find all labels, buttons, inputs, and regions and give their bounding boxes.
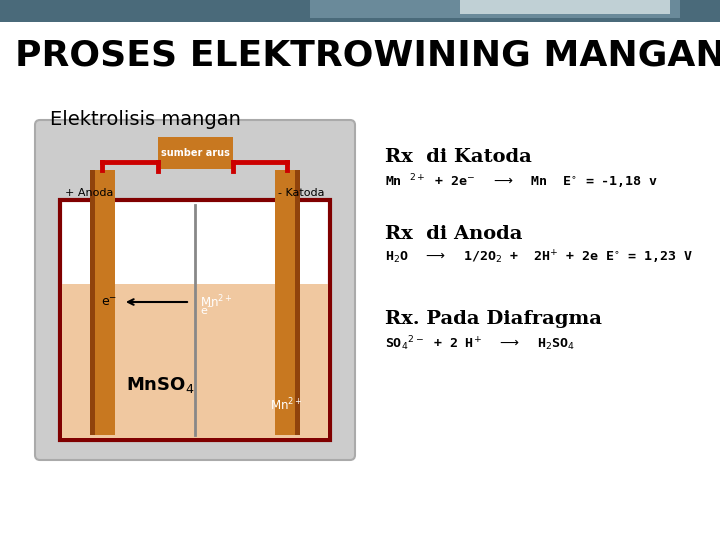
Bar xyxy=(460,0,670,14)
Text: Mn $^{2+}$ + 2e$^{-}$  $\longrightarrow$  Mn  E$^{\circ}$ = -1,18 v: Mn $^{2+}$ + 2e$^{-}$ $\longrightarrow$ … xyxy=(385,172,658,191)
Text: e$^{-}$: e$^{-}$ xyxy=(200,306,215,317)
Text: SO$_{4}$$^{2-}$ + 2 H$^{+}$  $\longrightarrow$  H$_{2}$SO$_{4}$: SO$_{4}$$^{2-}$ + 2 H$^{+}$ $\longrighta… xyxy=(385,334,575,353)
Text: PROSES ELEKTROWINING MANGAN: PROSES ELEKTROWINING MANGAN xyxy=(15,38,720,72)
Text: Rx  di Anoda: Rx di Anoda xyxy=(385,225,523,243)
Text: Elektrolisis mangan: Elektrolisis mangan xyxy=(50,110,241,129)
Text: e$^{-}$: e$^{-}$ xyxy=(101,295,117,308)
Text: - Katoda: - Katoda xyxy=(279,188,325,198)
FancyBboxPatch shape xyxy=(35,120,355,460)
Bar xyxy=(158,137,233,169)
Text: + Anoda: + Anoda xyxy=(65,188,113,198)
Text: Mn$^{2+}$: Mn$^{2+}$ xyxy=(200,294,233,310)
Text: Rx. Pada Diafragma: Rx. Pada Diafragma xyxy=(385,310,602,328)
Bar xyxy=(275,170,300,435)
Bar xyxy=(60,200,330,440)
Bar xyxy=(295,170,300,435)
Text: H$_{2}$O  $\longrightarrow$  1/2O$_{2}$ +  2H$^{+}$ + 2e E$^{\circ}$ = 1,23 V: H$_{2}$O $\longrightarrow$ 1/2O$_{2}$ + … xyxy=(385,249,693,266)
Bar xyxy=(90,170,95,435)
Bar xyxy=(62,284,328,438)
Text: sumber arus: sumber arus xyxy=(161,148,230,158)
Text: Mn$^{2+}$: Mn$^{2+}$ xyxy=(270,397,302,413)
Text: Rx  di Katoda: Rx di Katoda xyxy=(385,148,532,166)
Bar xyxy=(310,0,680,18)
Text: MnSO$_4$: MnSO$_4$ xyxy=(126,375,194,395)
Bar xyxy=(0,0,720,22)
Bar xyxy=(90,170,115,435)
